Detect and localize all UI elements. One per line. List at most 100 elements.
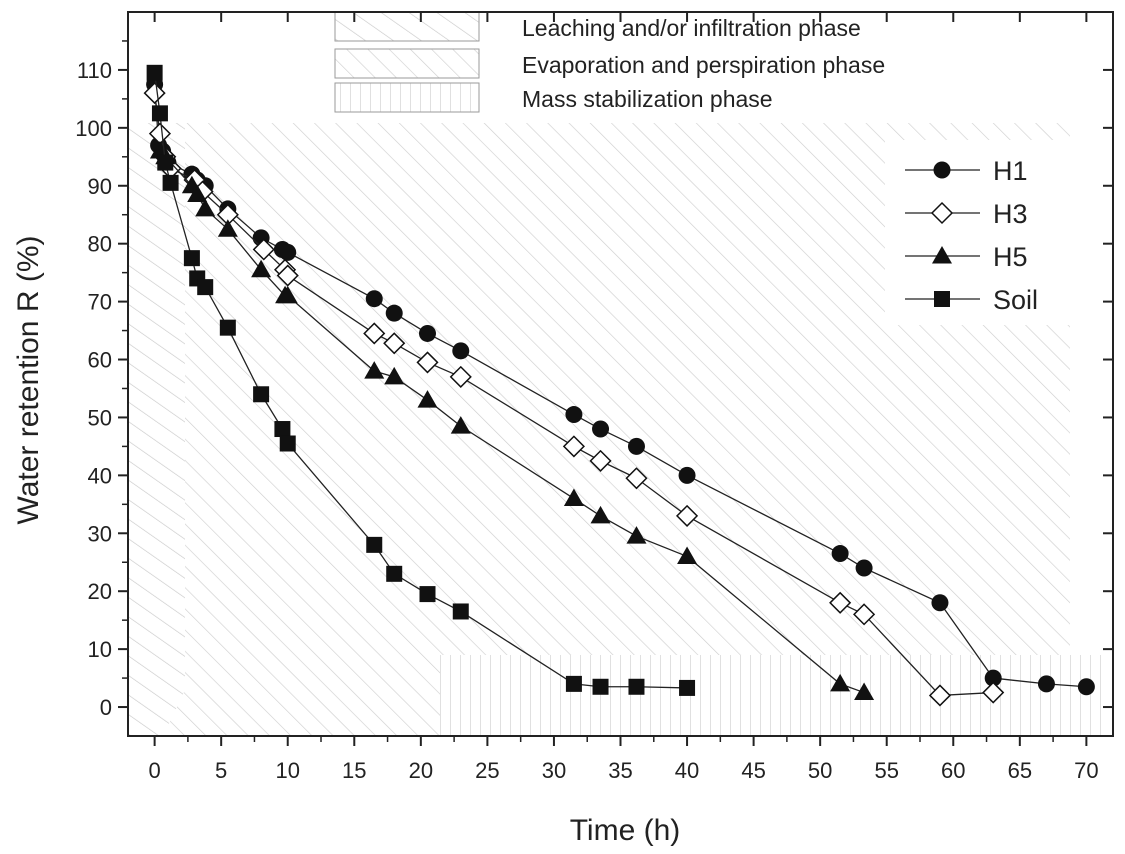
h1-data-point <box>1037 675 1055 693</box>
evaporation-phase-region <box>163 123 1070 736</box>
h5-data-point <box>854 682 875 701</box>
h3-data-point <box>416 351 439 374</box>
legend-label-h3: H3 <box>993 199 1028 229</box>
soil-data-point <box>183 250 200 267</box>
y-tick-label: 90 <box>88 174 112 199</box>
h3-data-point <box>829 591 852 614</box>
x-tick-label: 45 <box>741 758 765 783</box>
soil-data-point <box>253 386 270 403</box>
soil-data-point <box>419 586 436 603</box>
h1-data-point <box>592 420 610 438</box>
series-legend: H1 H3 H5 Soil <box>905 156 1038 315</box>
y-tick-label: 40 <box>88 463 112 488</box>
legend-marker-soil <box>934 291 950 307</box>
legend-entry-h3: H3 <box>905 199 1028 229</box>
legend-marker-h5 <box>932 246 952 264</box>
y-tick-label: 110 <box>77 58 112 83</box>
soil-data-point <box>386 565 403 582</box>
soil-data-point <box>279 435 296 452</box>
soil-data-point <box>679 679 696 696</box>
h3-data-point <box>252 238 275 261</box>
legend-label-h1: H1 <box>993 156 1028 186</box>
h3-data-point <box>449 365 472 388</box>
soil-data-point <box>146 64 163 81</box>
x-tick-label: 35 <box>608 758 632 783</box>
phase-legend-swatch-evaporation <box>334 48 480 79</box>
x-tick-label: 55 <box>874 758 898 783</box>
y-tick-label: 50 <box>88 405 112 430</box>
soil-data-point <box>157 154 174 171</box>
h3-data-point <box>143 82 166 105</box>
h1-data-point <box>855 559 873 577</box>
h1-data-point <box>365 290 383 308</box>
h5-data-point <box>384 366 405 385</box>
legend-marker-h3 <box>930 201 954 225</box>
x-axis-title: Time (h) <box>570 814 681 847</box>
h5-data-point <box>187 184 208 202</box>
h5-data-point <box>195 198 216 217</box>
stabilization-phase-region <box>440 655 1110 736</box>
series-line-h3 <box>153 93 994 697</box>
legend-marker-h1 <box>933 161 951 179</box>
h1-data-point <box>452 342 470 360</box>
y-axis-ticks: 0 10 20 30 40 50 60 70 80 90 100 110 <box>75 40 1113 720</box>
phase-legend-label-stabilization: Mass stabilization phase <box>522 86 773 112</box>
soil-data-point <box>628 678 645 695</box>
x-tick-label: 50 <box>808 758 832 783</box>
soil-data-point <box>219 319 236 336</box>
soil-data-point <box>162 174 179 191</box>
h1-data-point <box>931 594 949 612</box>
legend-label-soil: Soil <box>993 285 1038 315</box>
series-layer <box>143 64 1095 707</box>
h5-data-point <box>590 505 611 524</box>
x-tick-label: 70 <box>1074 758 1098 783</box>
x-tick-label: 60 <box>941 758 965 783</box>
legend-entry-h1: H1 <box>905 156 1028 186</box>
soil-data-point <box>366 536 383 553</box>
h3-data-point <box>363 322 386 345</box>
h3-data-point <box>928 684 952 707</box>
h3-data-point <box>675 504 699 527</box>
h5-data-point <box>677 546 698 564</box>
h3-data-point <box>589 449 612 472</box>
y-tick-label: 80 <box>88 232 112 257</box>
phase-regions <box>128 123 1110 736</box>
h1-data-point <box>385 304 403 322</box>
h1-data-point <box>565 406 583 424</box>
x-tick-label: 15 <box>342 758 366 783</box>
x-axis-ticks: 0 5 10 15 20 25 30 35 40 45 50 55 60 65 70 <box>148 12 1099 783</box>
x-tick-label: 40 <box>675 758 699 783</box>
h3-data-point <box>383 332 406 355</box>
h5-data-point <box>217 219 238 237</box>
legend-label-h5: H5 <box>993 242 1028 272</box>
h3-data-point <box>562 435 585 458</box>
legend-entry-soil: Soil <box>905 285 1038 315</box>
h1-data-point <box>831 545 849 563</box>
h3-data-point <box>853 603 876 626</box>
h5-data-point <box>251 259 272 278</box>
y-tick-label: 100 <box>75 116 112 141</box>
x-tick-label: 20 <box>409 758 433 783</box>
h1-data-point <box>984 669 1002 687</box>
y-tick-label: 30 <box>88 521 112 546</box>
soil-data-point <box>592 678 609 695</box>
x-tick-label: 10 <box>275 758 299 783</box>
soil-data-point <box>151 105 168 122</box>
h1-data-point <box>678 466 696 484</box>
h5-data-point <box>364 361 385 379</box>
h3-data-point <box>625 467 648 490</box>
h5-data-point <box>277 285 298 304</box>
phase-legend: Leaching and/or infiltration phase Evapo… <box>334 11 885 113</box>
x-tick-label: 65 <box>1008 758 1032 783</box>
h5-data-point <box>626 526 647 544</box>
phase-legend-label-leaching: Leaching and/or infiltration phase <box>522 15 861 41</box>
h1-data-point <box>1077 678 1095 696</box>
series-h5 <box>149 141 875 701</box>
y-tick-label: 70 <box>88 290 112 315</box>
h5-data-point <box>417 390 438 408</box>
h5-data-point <box>830 673 851 692</box>
soil-data-point <box>274 421 291 438</box>
series-soil <box>146 64 696 696</box>
phase-legend-swatch-stabilization <box>334 82 480 113</box>
